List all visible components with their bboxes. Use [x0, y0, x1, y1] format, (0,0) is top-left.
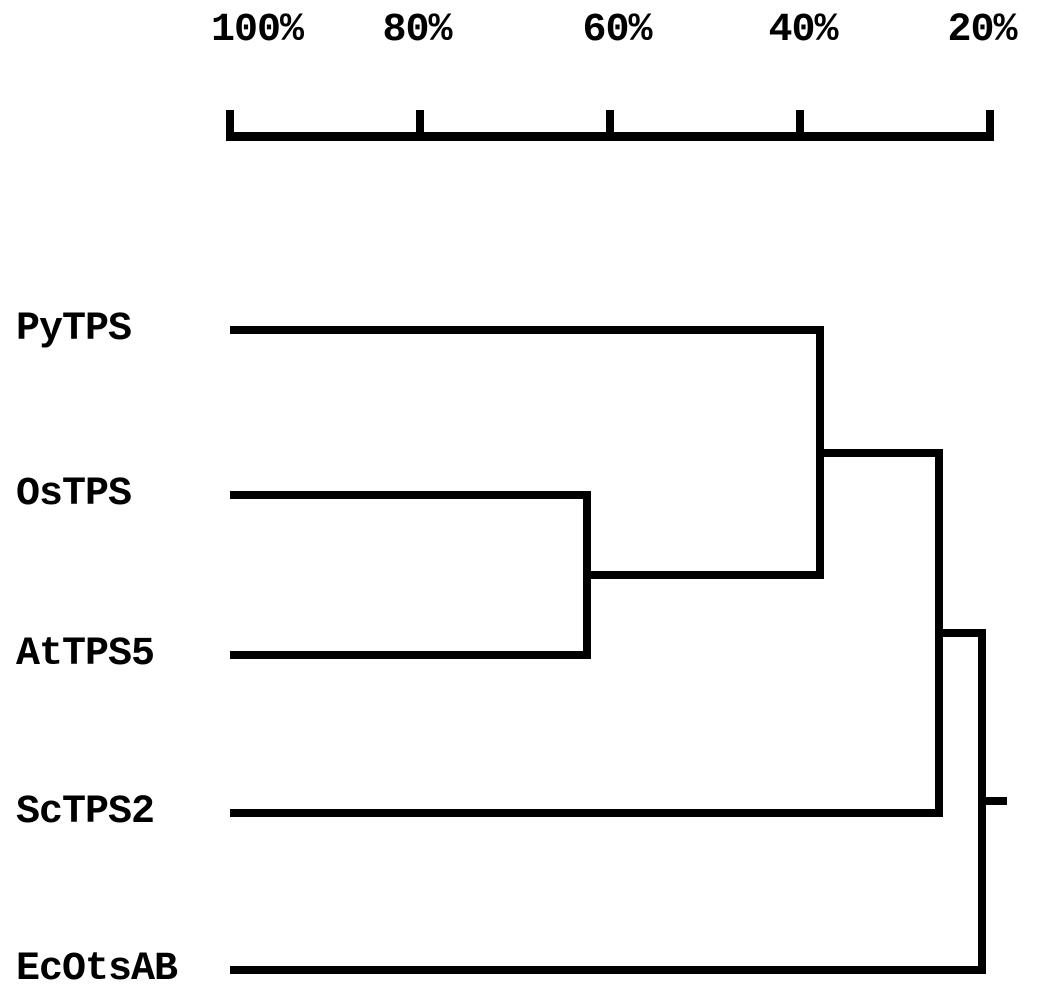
scale-tick: [796, 110, 804, 141]
taxon-label-pytps: PyTPS: [16, 307, 132, 352]
scale-tick-label-60: 60%: [582, 8, 652, 53]
node-branch-line: [934, 628, 987, 637]
taxon-branch-line: [230, 491, 592, 499]
node-branch-line: [583, 571, 824, 579]
taxon-label-attps5: AtTPS5: [16, 632, 155, 677]
taxon-label-sctps2: ScTPS2: [16, 790, 155, 835]
scale-tick: [416, 110, 424, 141]
taxon-label-ostps: OsTPS: [16, 472, 132, 517]
taxon-label-ecotsab: EcOtsAB: [16, 947, 178, 992]
scale-tick: [226, 110, 234, 141]
scale-tick: [606, 110, 614, 141]
scale-tick-label-40: 40%: [768, 8, 838, 53]
taxon-branch-line: [230, 809, 943, 817]
node-branch-line: [815, 448, 943, 457]
scale-tick-label-80: 80%: [382, 8, 452, 53]
scale-tick: [986, 110, 994, 141]
root-stub-line: [982, 797, 1008, 806]
taxon-branch-line: [230, 326, 824, 334]
taxon-branch-line: [230, 966, 987, 974]
scale-tick-label-20: 20%: [947, 8, 1017, 53]
scale-tick-label-100: 100%: [210, 8, 304, 53]
taxon-branch-line: [230, 651, 592, 659]
